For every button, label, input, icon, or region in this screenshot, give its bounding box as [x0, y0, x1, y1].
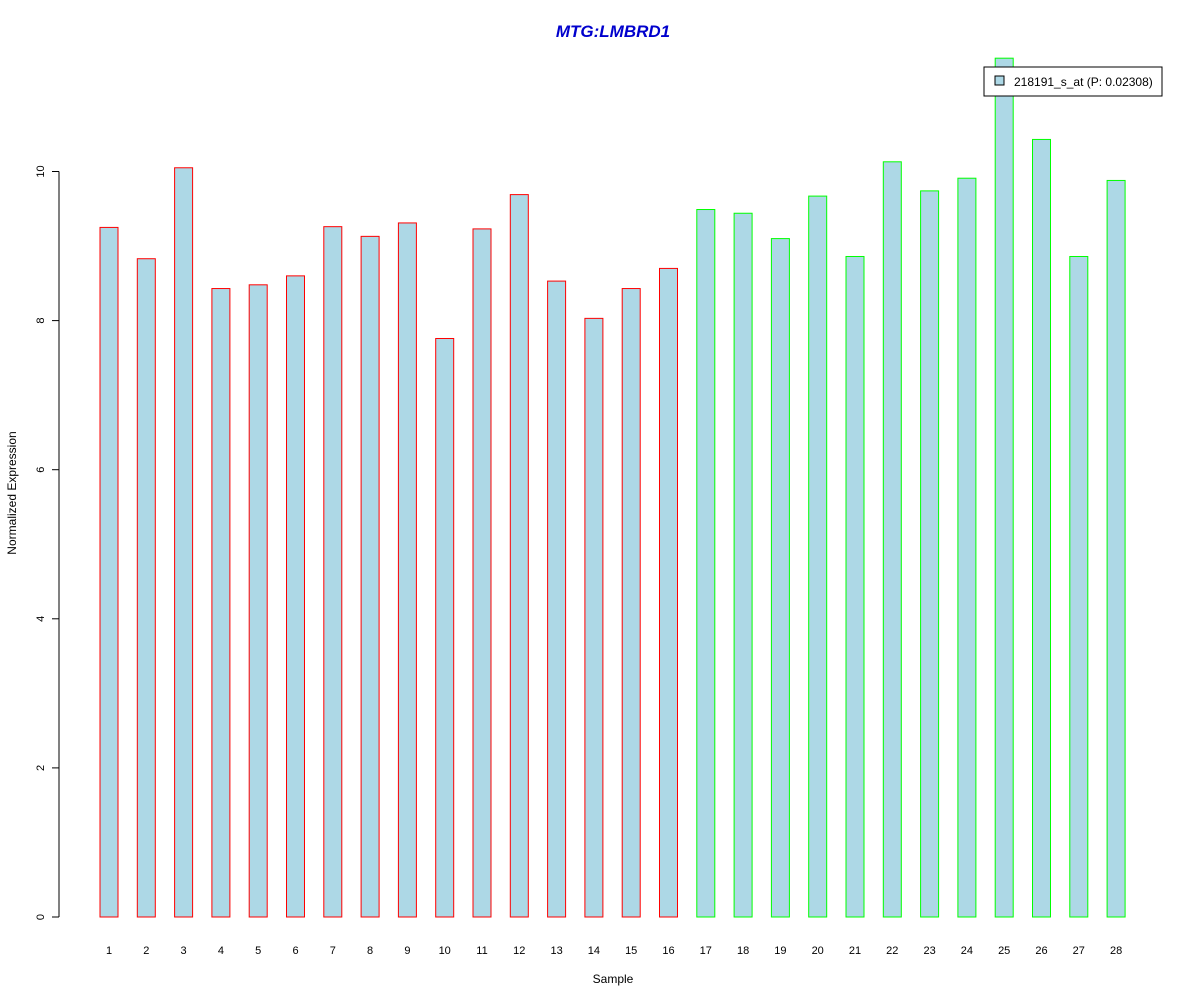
bar-sample-18 — [733, 212, 753, 918]
bar-sample-7 — [323, 226, 343, 918]
x-tick-label: 26 — [1035, 945, 1047, 957]
x-tick-label: 9 — [404, 945, 410, 957]
bar-sample-16 — [659, 267, 678, 918]
x-tick-label: 25 — [998, 945, 1010, 957]
x-tick-label: 18 — [737, 945, 749, 957]
bar-sample-26 — [1032, 138, 1051, 918]
bar-sample-15 — [621, 288, 641, 918]
bar-sample-1 — [99, 226, 119, 918]
bar-sample-5 — [248, 284, 268, 918]
legend-label: 218191_s_at (P: 0.02308) — [1014, 75, 1153, 89]
x-tick-label: 17 — [700, 945, 712, 957]
x-tick-label: 19 — [774, 945, 786, 957]
y-tick-label: 2 — [35, 765, 47, 771]
bar-sample-21 — [845, 255, 865, 918]
y-axis: 0 2 4 6 8 10 — [35, 165, 60, 920]
x-tick-label: 28 — [1110, 945, 1122, 957]
legend-box — [983, 66, 1163, 97]
y-tick-label: 6 — [35, 467, 47, 473]
bar-sample-4 — [211, 288, 231, 918]
y-tick-label: 10 — [35, 165, 47, 177]
y-tick-label: 0 — [35, 914, 47, 920]
bar-sample-3 — [174, 167, 194, 918]
x-tick-label: 24 — [961, 945, 973, 957]
x-tick-label: 22 — [886, 945, 898, 957]
bar-sample-2 — [136, 258, 156, 918]
bar-sample-6 — [286, 275, 305, 918]
bar-sample-11 — [472, 228, 492, 918]
bar-sample-22 — [882, 161, 902, 918]
bar-sample-23 — [920, 190, 940, 918]
chart-title: MTG:LMBRD1 — [556, 22, 670, 41]
x-tick-label: 27 — [1073, 945, 1085, 957]
x-tick-label: 23 — [923, 945, 935, 957]
x-tick-label: 13 — [550, 945, 562, 957]
x-tick-label: 10 — [439, 945, 451, 957]
bar-sample-13 — [547, 280, 567, 918]
bar-sample-27 — [1069, 255, 1089, 918]
bar-sample-8 — [360, 235, 380, 918]
y-tick-label: 8 — [35, 318, 47, 324]
x-tick-label: 5 — [255, 945, 261, 957]
bar-sample-9 — [397, 222, 417, 918]
bar-sample-17 — [696, 209, 716, 918]
x-tick-label: 1 — [106, 945, 112, 957]
bar-sample-24 — [957, 177, 977, 918]
x-tick-label: 7 — [330, 945, 336, 957]
x-tick-label: 12 — [513, 945, 525, 957]
x-tick-label: 21 — [849, 945, 861, 957]
x-tick-label: 8 — [367, 945, 373, 957]
legend: 218191_s_at (P: 0.02308) — [983, 66, 1163, 97]
bar-sample-14 — [584, 317, 604, 918]
bar-sample-19 — [770, 238, 790, 918]
x-tick-label: 6 — [292, 945, 298, 957]
x-tick-label: 11 — [476, 945, 487, 957]
y-tick-label: 4 — [35, 616, 47, 622]
x-axis-tick-labels: 1 2 3 4 5 6 7 8 9 10 11 12 13 14 15 16 17 18 19 20 21 22 23 24 2… — [106, 945, 1122, 957]
y-axis-label: Normalized Expression — [5, 431, 19, 554]
x-tick-label: 2 — [143, 945, 149, 957]
bar-sample-10 — [435, 337, 455, 918]
x-tick-label: 15 — [625, 945, 637, 957]
bar-sample-20 — [808, 195, 828, 918]
bars — [99, 57, 1126, 918]
x-tick-label: 14 — [588, 945, 600, 957]
bar-sample-25 — [994, 57, 1014, 918]
x-axis-label: Sample — [593, 972, 634, 986]
bar-sample-28 — [1106, 179, 1126, 918]
x-tick-label: 3 — [181, 945, 187, 957]
x-tick-label: 4 — [218, 945, 224, 957]
bar-sample-12 — [509, 194, 529, 918]
x-tick-label: 20 — [812, 945, 824, 957]
x-tick-label: 16 — [662, 945, 674, 957]
legend-swatch — [994, 75, 1005, 86]
